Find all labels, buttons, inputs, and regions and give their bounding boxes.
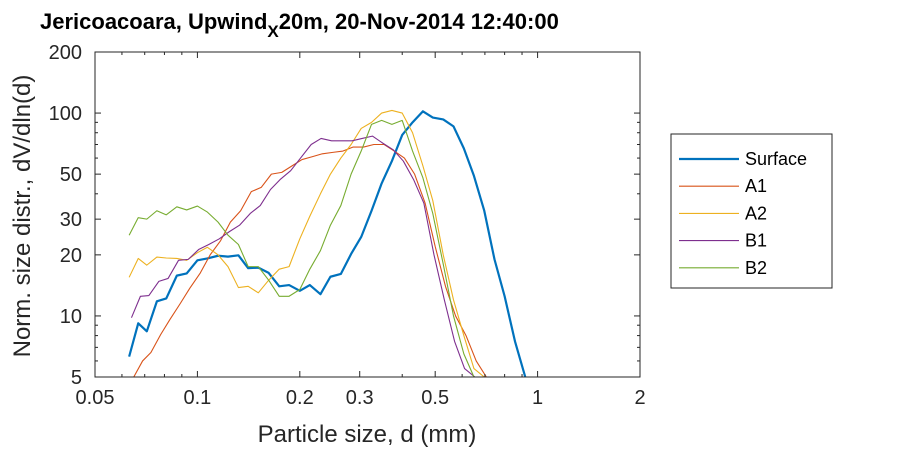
chart-title-subscript: X [267, 22, 279, 41]
x-tick-label: 1 [532, 387, 543, 409]
x-tick-label: 0.05 [76, 387, 115, 409]
x-tick-labels: 0.05 0.1 0.2 0.3 0.5 1 2 [76, 387, 646, 409]
legend-label-b2: B2 [745, 258, 767, 278]
legend: Surface A1 A2 B1 B2 [670, 133, 833, 289]
series-line-b2 [128, 119, 476, 377]
chart-title-text: Jericoacoara, UpwindX20m, 20-Nov-2014 12… [40, 9, 559, 41]
x-tick-label: 2 [634, 387, 645, 409]
series-line-surface [128, 110, 527, 377]
series-line-a1 [133, 143, 487, 377]
legend-label-surface: Surface [745, 149, 807, 169]
y-tick-labels: 5 10 20 30 50 100 200 [49, 42, 82, 389]
y-tick-label: 10 [60, 306, 82, 328]
x-tick-label: 0.5 [421, 387, 449, 409]
series-lines [128, 109, 527, 377]
y-axis-label: Norm. size distr., dV/dln(d) [9, 75, 36, 358]
chart-title-rest: 20m, 20-Nov-2014 12:40:00 [279, 9, 559, 34]
x-axis-label: Particle size, d (mm) [258, 421, 477, 448]
chart-title-main: Jericoacoara, Upwind [40, 9, 267, 34]
legend-label-a1: A1 [745, 176, 767, 196]
y-tick-label: 50 [60, 164, 82, 186]
axes [94, 51, 641, 378]
series-line-b1 [130, 135, 476, 377]
x-tick-label: 0.1 [184, 387, 212, 409]
y-tick-label: 100 [49, 103, 82, 125]
y-tick-label: 200 [49, 42, 82, 64]
chart-title: Jericoacoara, UpwindX20m, 20-Nov-2014 12… [40, 9, 559, 41]
y-tick-label: 30 [60, 209, 82, 231]
y-tick-label: 20 [60, 245, 82, 267]
legend-label-a2: A2 [745, 203, 767, 223]
x-tick-label: 0.2 [286, 387, 314, 409]
plot-frame [94, 51, 641, 378]
y-tick-label: 5 [71, 367, 82, 389]
legend-label-b1: B1 [745, 231, 767, 251]
x-tick-label: 0.3 [346, 387, 374, 409]
